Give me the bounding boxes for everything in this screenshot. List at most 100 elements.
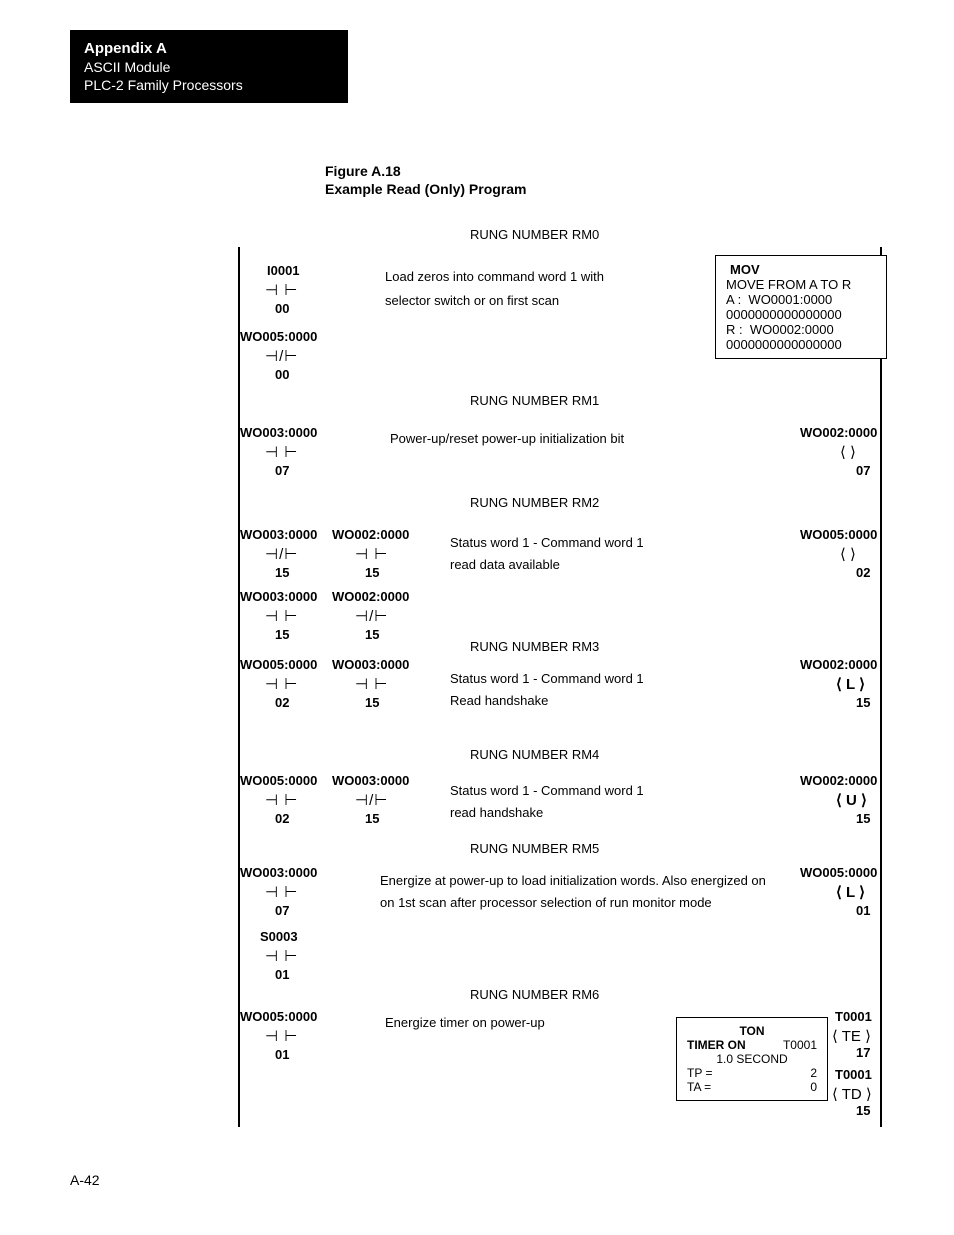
rm2-c1-top: WO003:0000	[240, 527, 317, 542]
rm5-coil	[836, 883, 865, 901]
rm2-desc1: Status word 1 - Command word 1	[450, 535, 644, 550]
rm4-c1-top: WO005:0000	[240, 773, 317, 788]
rm6-c1	[265, 1027, 298, 1045]
rm4-c2-top: WO003:0000	[332, 773, 409, 788]
rm0-mov-box: MOV MOVE FROM A TO R A : WO0001:0000 000…	[715, 255, 887, 359]
rm6-ton-box: TON TIMER ONT0001 1.0 SECOND TP =2 TA =0	[676, 1017, 828, 1101]
rm2-out-top: WO005:0000	[800, 527, 877, 542]
mov-r-val: 0000000000000000	[726, 337, 876, 352]
appendix-sub2: PLC-2 Family Processors	[84, 77, 334, 93]
rm2-c2	[355, 545, 388, 563]
ton-tp: 2	[810, 1066, 817, 1080]
rung-rm4-title: RUNG NUMBER RM4	[470, 747, 599, 762]
rm2-out-bot: 02	[856, 565, 870, 580]
rung-rm2-title: RUNG NUMBER RM2	[470, 495, 599, 510]
ton-base: 1.0 SECOND	[687, 1052, 817, 1066]
mov-a-lbl: A :	[726, 292, 741, 307]
rm6-desc: Energize timer on power-up	[385, 1015, 545, 1030]
rm2-c3-bot: 15	[275, 627, 289, 642]
rm1-c1-top: WO003:0000	[240, 425, 317, 440]
rm1-c1	[265, 443, 298, 461]
rm3-c1-top: WO005:0000	[240, 657, 317, 672]
rm2-c2-bot: 15	[365, 565, 379, 580]
ton-tp-lbl: TP =	[687, 1066, 712, 1080]
figure-label: Figure A.18	[325, 163, 954, 179]
rm0-desc1: Load zeros into command word 1 with	[385, 269, 604, 284]
rm2-c1-bot: 15	[275, 565, 289, 580]
rm5-c1-top: WO003:0000	[240, 865, 317, 880]
rm1-desc: Power-up/reset power-up initialization b…	[390, 431, 624, 446]
rm0-c2-bot: 00	[275, 367, 289, 382]
mov-a-val: 0000000000000000	[726, 307, 876, 322]
rm3-out-top: WO002:0000	[800, 657, 877, 672]
rm5-c2	[265, 947, 298, 965]
rm4-coil	[836, 791, 867, 809]
rung-rm3-title: RUNG NUMBER RM3	[470, 639, 599, 654]
rm3-c2-bot: 15	[365, 695, 379, 710]
page-number: A-42	[70, 1172, 100, 1188]
rung-rm6-title: RUNG NUMBER RM6	[470, 987, 599, 1002]
rm6-c1-bot: 01	[275, 1047, 289, 1062]
rm2-desc2: read data available	[450, 557, 560, 572]
rm2-coil	[840, 545, 856, 563]
rm2-c4	[355, 607, 388, 625]
rm3-c2-top: WO003:0000	[332, 657, 409, 672]
rm3-c1	[265, 675, 298, 693]
ton-name: T0001	[783, 1038, 817, 1052]
rm1-out-top: WO002:0000	[800, 425, 877, 440]
ton-ta: 0	[810, 1080, 817, 1094]
mov-sub: MOVE FROM A TO R	[726, 277, 876, 292]
mov-title: MOV	[726, 262, 764, 277]
rm1-out-bot: 07	[856, 463, 870, 478]
rm5-out-bot: 01	[856, 903, 870, 918]
rung-rm0-title: RUNG NUMBER RM0	[470, 227, 599, 242]
ton-ta-lbl: TA =	[687, 1080, 711, 1094]
rm4-c1	[265, 791, 298, 809]
rm2-c4-bot: 15	[365, 627, 379, 642]
left-rail	[238, 247, 240, 1127]
rm5-c2-top: S0003	[260, 929, 298, 944]
rm4-c2-bot: 15	[365, 811, 379, 826]
rm6-out2-top: T0001	[835, 1067, 872, 1082]
appendix-sub1: ASCII Module	[84, 59, 334, 75]
appendix-title: Appendix A	[84, 40, 334, 57]
rm5-c1-bot: 07	[275, 903, 289, 918]
rm2-c3	[265, 607, 298, 625]
rm0-c1	[265, 281, 298, 299]
rm3-out-bot: 15	[856, 695, 870, 710]
rm4-desc2: read handshake	[450, 805, 543, 820]
rm1-c1-bot: 07	[275, 463, 289, 478]
rm3-coil	[836, 675, 865, 693]
mov-a: WO0001:0000	[748, 292, 832, 307]
ladder-diagram: RUNG NUMBER RM0 I0001 00 WO005:0000 00 L…	[0, 227, 954, 1147]
appendix-header: Appendix A ASCII Module PLC-2 Family Pro…	[70, 30, 348, 103]
rm2-c2-top: WO002:0000	[332, 527, 409, 542]
rm3-c1-bot: 02	[275, 695, 289, 710]
rm6-out1-bot: 17	[856, 1045, 870, 1060]
rm5-out-top: WO005:0000	[800, 865, 877, 880]
rm5-desc1: Energize at power-up to load initializat…	[380, 873, 766, 888]
rm0-c2	[265, 347, 298, 365]
rm0-c1-bot: 00	[275, 301, 289, 316]
mov-r-lbl: R :	[726, 322, 743, 337]
rm6-out2-bot: 15	[856, 1103, 870, 1118]
rm4-c2	[355, 791, 388, 809]
rm1-coil	[840, 443, 856, 461]
rm3-c2	[355, 675, 388, 693]
rm5-c2-bot: 01	[275, 967, 289, 982]
mov-r: WO0002:0000	[750, 322, 834, 337]
rung-rm1-title: RUNG NUMBER RM1	[470, 393, 599, 408]
rm6-coil2	[832, 1085, 872, 1103]
rm0-c2-top: WO005:0000	[240, 329, 317, 344]
figure-subtitle: Example Read (Only) Program	[325, 181, 954, 197]
rm2-c1	[265, 545, 298, 563]
rm4-desc1: Status word 1 - Command word 1	[450, 783, 644, 798]
rm0-desc2: selector switch or on first scan	[385, 293, 559, 308]
rm4-out-top: WO002:0000	[800, 773, 877, 788]
rung-rm5-title: RUNG NUMBER RM5	[470, 841, 599, 856]
rm4-out-bot: 15	[856, 811, 870, 826]
rm5-c1	[265, 883, 298, 901]
rm6-c1-top: WO005:0000	[240, 1009, 317, 1024]
rm5-desc2: on 1st scan after processor selection of…	[380, 895, 712, 910]
ton-sub: TIMER ON	[687, 1038, 746, 1052]
